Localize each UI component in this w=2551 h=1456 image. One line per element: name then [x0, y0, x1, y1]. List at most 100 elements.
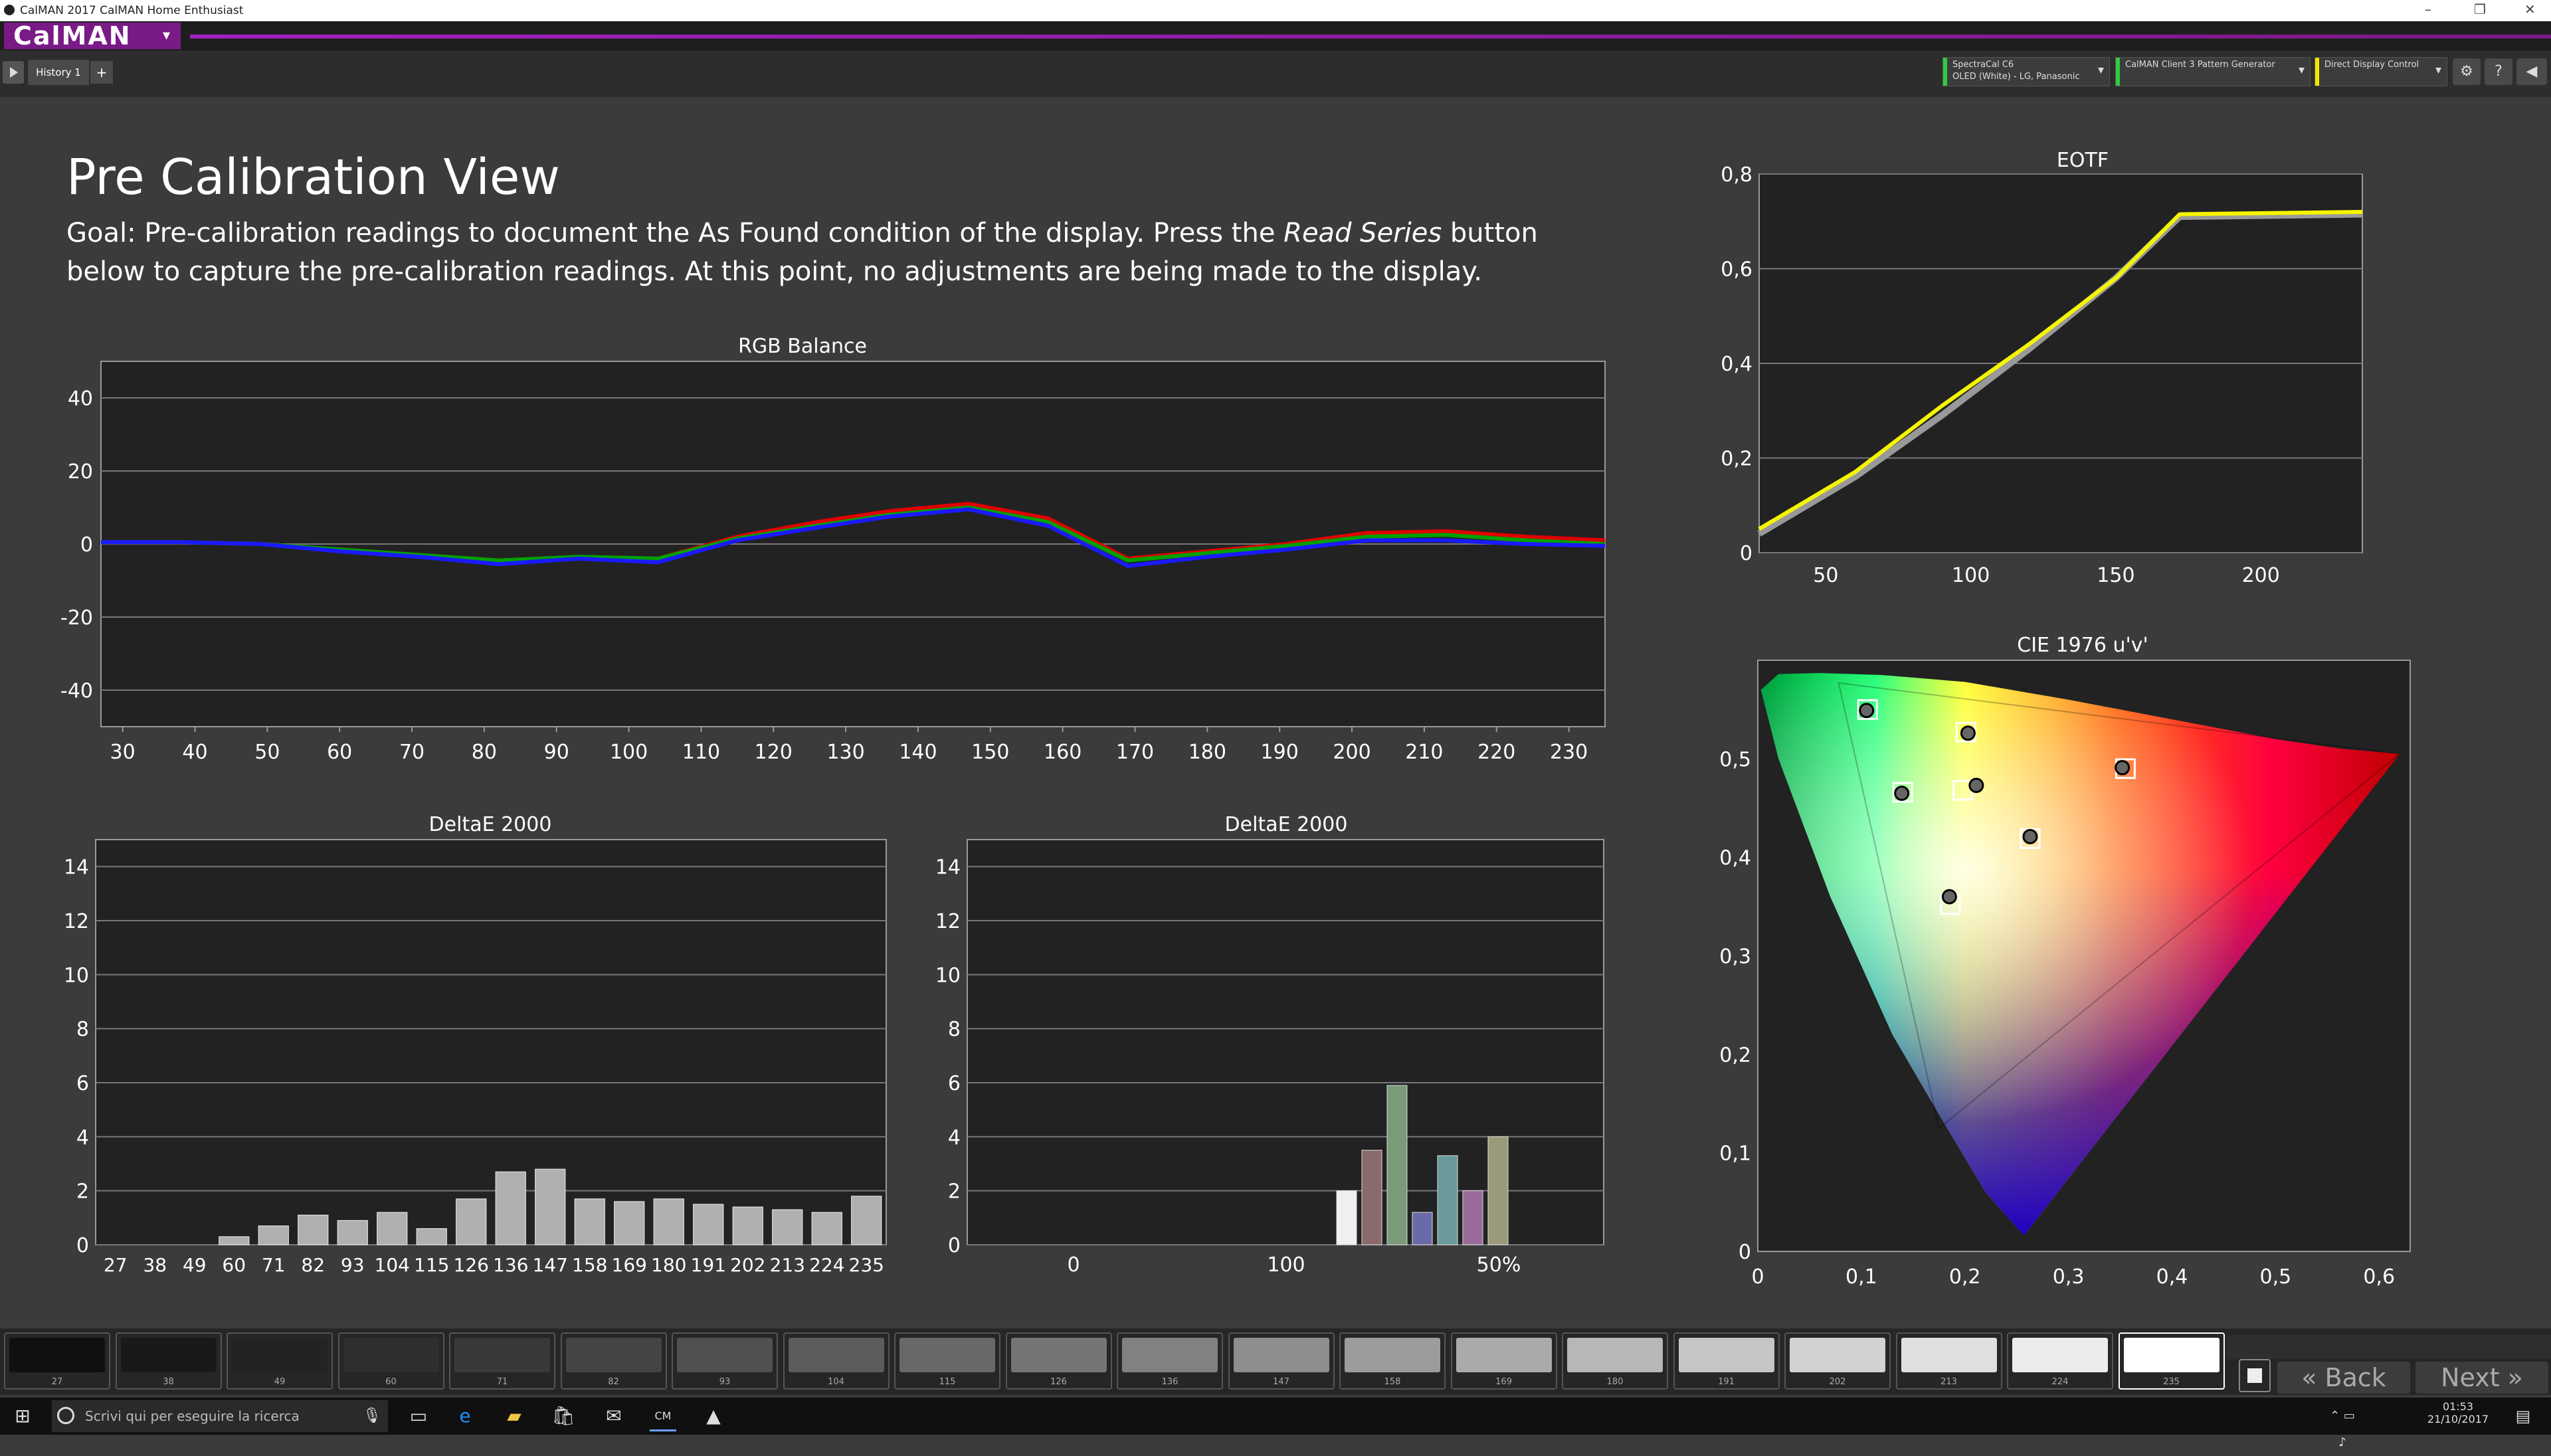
patch-color — [677, 1338, 773, 1372]
x-tick-label: 158 — [572, 1254, 607, 1273]
x-tick-label: 100 — [610, 741, 648, 764]
patch-swatch[interactable]: 60 — [337, 1332, 444, 1390]
x-tick-label: 150 — [2097, 564, 2134, 587]
y-tick-label: 0,8 — [1721, 166, 1752, 187]
x-tick-label: 235 — [849, 1254, 884, 1273]
bar — [535, 1168, 566, 1245]
taskbar-search-input[interactable]: Scrivi qui per eseguire la ricerca — [52, 1400, 388, 1432]
clock-date: 21/10/2017 — [2427, 1413, 2489, 1425]
tab-history-1[interactable]: History 1 — [28, 60, 89, 85]
x-tick-label: 40 — [182, 741, 207, 764]
close-button[interactable]: ✕ — [2524, 1, 2536, 17]
patch-swatch[interactable]: 27 — [4, 1332, 110, 1390]
display-control-selector[interactable]: Direct Display Control ▾ — [2315, 57, 2447, 86]
x-tick-label: 27 — [104, 1254, 128, 1273]
task-view-icon[interactable]: ▭ — [409, 1405, 428, 1427]
patch-color — [232, 1338, 328, 1372]
stop-icon — [2247, 1368, 2262, 1383]
patch-swatch[interactable]: 213 — [1895, 1332, 2002, 1390]
patch-label: 235 — [2163, 1377, 2180, 1387]
file-explorer-icon[interactable]: ▰ — [507, 1405, 521, 1427]
deltae-grayscale-chart: 14 12 10 8 6 4 2 0 27 38 49 60 71 82 93 104 115 126 136 147… — [64, 839, 887, 1273]
pattern-generator-selector[interactable]: CalMAN Client 3 Pattern Generator ▾ — [2115, 57, 2311, 86]
x-tick-label: 224 — [809, 1254, 844, 1273]
patch-color — [899, 1338, 995, 1372]
x-tick-label: 104 — [375, 1254, 410, 1273]
notifications-icon[interactable]: ▤ — [2515, 1407, 2531, 1425]
measured-point — [1968, 777, 1984, 793]
patch-label: 82 — [608, 1377, 619, 1387]
y-tick-label: 0 — [76, 1234, 89, 1257]
y-tick-label: -20 — [60, 606, 93, 630]
x-tick-label: 50% — [1477, 1253, 1521, 1273]
microphone-icon[interactable]: 🎙 — [363, 1408, 381, 1424]
back-button[interactable]: « Back — [2277, 1362, 2410, 1394]
taskbar-clock[interactable]: 01:53 21/10/2017 — [2418, 1400, 2498, 1425]
mail-icon[interactable]: ✉ — [606, 1405, 622, 1427]
patch-swatch[interactable]: 202 — [1784, 1332, 1891, 1390]
collapse-button[interactable]: ◀ — [2516, 58, 2547, 85]
bar — [219, 1236, 250, 1245]
bar — [653, 1198, 684, 1245]
x-tick-label: 60 — [327, 741, 352, 764]
y-tick-label: 8 — [76, 1018, 89, 1042]
photos-icon[interactable]: ▲ — [706, 1405, 721, 1427]
x-tick-label: 30 — [110, 741, 136, 764]
patch-color — [565, 1338, 662, 1372]
y-tick-label: 0,4 — [1719, 847, 1751, 870]
help-button[interactable]: ? — [2485, 58, 2512, 85]
patch-swatch[interactable]: 115 — [894, 1332, 1000, 1390]
y-tick-label: 2 — [76, 1180, 89, 1204]
patch-swatch[interactable]: 169 — [1450, 1332, 1557, 1390]
patch-swatch[interactable]: 49 — [227, 1332, 333, 1390]
x-tick-label: 190 — [1261, 741, 1299, 764]
patch-swatch[interactable]: 93 — [672, 1332, 778, 1390]
x-tick-label: 169 — [612, 1254, 647, 1273]
patch-color — [1345, 1338, 1440, 1372]
patch-swatch[interactable]: 104 — [783, 1332, 890, 1390]
patch-swatch[interactable]: 224 — [2007, 1332, 2113, 1390]
eotf-title: EOTF — [2056, 149, 2109, 172]
windows-start-icon[interactable]: ⊞ — [15, 1405, 31, 1427]
patch-swatch[interactable]: 38 — [115, 1332, 222, 1390]
stop-button[interactable] — [2239, 1359, 2271, 1392]
patch-color — [454, 1338, 550, 1372]
patch-label: 224 — [2051, 1377, 2069, 1387]
patch-swatch[interactable]: 147 — [1228, 1332, 1335, 1390]
chevron-down-icon: ▾ — [2435, 63, 2441, 77]
meter-device-selector[interactable]: SpectraCal C6 OLED (White) - LG, Panason… — [1942, 57, 2110, 86]
measured-point — [1941, 889, 1957, 905]
next-arrow-icon: » — [2499, 1363, 2523, 1392]
patch-swatch[interactable]: 235 — [2118, 1332, 2225, 1390]
store-icon[interactable]: 🛍 — [551, 1405, 575, 1427]
calman-taskbar-icon[interactable]: CM — [650, 1403, 676, 1431]
history-play-button[interactable] — [3, 61, 24, 84]
patch-swatch[interactable]: 180 — [1562, 1332, 1668, 1390]
bar — [337, 1220, 368, 1245]
patch-swatch[interactable]: 82 — [560, 1332, 667, 1390]
settings-button[interactable]: ⚙ — [2453, 58, 2481, 85]
restore-button[interactable]: ❐ — [2474, 1, 2486, 17]
add-tab-button[interactable]: + — [90, 61, 113, 84]
patch-swatch[interactable]: 191 — [1673, 1332, 1780, 1390]
x-tick-label: 220 — [1477, 741, 1515, 764]
measured-point — [2115, 760, 2130, 776]
device-profile: OLED (White) - LG, Panasonic — [1952, 72, 2080, 82]
patch-swatch[interactable]: 71 — [449, 1332, 555, 1390]
calman-menu-button[interactable]: CalMAN ▾ — [4, 23, 181, 49]
patch-swatch[interactable]: 126 — [1005, 1332, 1112, 1390]
patch-label: 60 — [385, 1377, 397, 1387]
minimize-button[interactable]: – — [2425, 1, 2431, 17]
x-tick-label: 180 — [1188, 741, 1226, 764]
y-tick-label: 0 — [948, 1234, 961, 1257]
x-tick-label: 38 — [143, 1254, 167, 1273]
patch-swatch[interactable]: 158 — [1339, 1332, 1446, 1390]
system-tray-icons[interactable]: ⌃ ▭ ♪ — [2330, 1409, 2355, 1449]
bar — [614, 1201, 645, 1245]
edge-browser-icon[interactable]: e — [459, 1405, 471, 1427]
patch-swatch[interactable]: 136 — [1117, 1332, 1223, 1390]
bar — [811, 1212, 842, 1245]
y-tick-label: 12 — [64, 910, 89, 933]
measured-point — [2022, 829, 2038, 845]
next-button[interactable]: Next » — [2415, 1362, 2548, 1394]
